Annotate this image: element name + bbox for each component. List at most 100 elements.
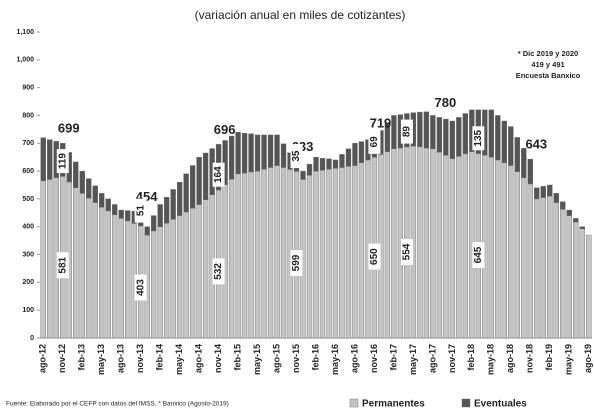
- x-tick-label: ago-18: [505, 344, 515, 373]
- annotation: 719: [370, 115, 392, 130]
- chart-title: (variación anual en miles de cotizantes): [195, 8, 406, 22]
- bar-segment: [254, 134, 261, 172]
- bar-segment: [125, 220, 131, 339]
- x-tick-label: nov-17: [447, 344, 457, 373]
- inner-label: 89: [402, 126, 413, 138]
- label-box: [134, 198, 147, 223]
- annotation: 696: [214, 122, 236, 137]
- x-tick-label: feb-14: [155, 344, 165, 371]
- bar-segment: [144, 226, 150, 236]
- bar-segment: [118, 209, 124, 219]
- bar-segment: [112, 214, 118, 339]
- bar-segment: [280, 167, 287, 339]
- bar-segment: [47, 139, 53, 180]
- bar-segment: [488, 109, 495, 158]
- bar-segment: [423, 111, 430, 149]
- bar-segment: [521, 177, 527, 339]
- x-tick-label: ago-17: [427, 344, 437, 373]
- bar-segment: [573, 218, 579, 223]
- bar-segment: [547, 184, 553, 197]
- x-tick-label: may-16: [330, 344, 340, 375]
- x-tick-label: nov-14: [213, 344, 223, 373]
- inner-label: 581: [57, 256, 68, 273]
- bar-segment: [118, 218, 124, 339]
- x-tick-label: may-15: [252, 344, 262, 375]
- bar-segment: [196, 204, 202, 339]
- annotation: 780: [435, 95, 457, 110]
- bar-segment: [40, 137, 46, 182]
- label-box: [472, 242, 485, 269]
- bar-segment: [527, 158, 533, 185]
- bar-segment: [534, 187, 540, 200]
- bar-segment: [521, 148, 527, 178]
- inner-label: 650: [369, 248, 380, 265]
- bar-segment: [462, 153, 469, 339]
- bar-segment: [508, 165, 514, 339]
- bar-segment: [170, 189, 176, 220]
- bar-segment: [332, 159, 339, 169]
- bar-segment: [443, 155, 449, 339]
- bar-segment: [254, 170, 261, 339]
- bar-segment: [183, 173, 189, 213]
- bar-segment: [560, 201, 566, 210]
- annotation: 643: [525, 137, 547, 152]
- bar-segment: [417, 111, 423, 148]
- bar-segment: [540, 186, 546, 198]
- y-tick-label: 700: [22, 140, 34, 147]
- bar-segment: [189, 165, 196, 209]
- x-tick-label: may-17: [408, 344, 418, 375]
- bar-segment: [430, 115, 436, 150]
- x-tick-label: may-14: [174, 344, 184, 375]
- bar-segment: [352, 165, 358, 339]
- bar-segment: [157, 204, 163, 227]
- bar-segment: [79, 193, 85, 339]
- bar-segment: [73, 187, 79, 339]
- bar-segment: [326, 168, 332, 339]
- bar-segment: [560, 209, 566, 339]
- x-tick-label: may-13: [96, 344, 106, 375]
- bar-segment: [280, 143, 287, 168]
- bar-segment: [163, 222, 170, 339]
- bar-segment: [508, 126, 514, 166]
- bar-segment: [579, 226, 585, 229]
- bar-segment: [332, 168, 339, 339]
- x-tick-label: nov-16: [369, 344, 379, 373]
- bar-segment: [384, 151, 391, 339]
- bar-segment: [163, 197, 170, 224]
- bar-segment: [586, 234, 592, 339]
- bar-segment: [462, 113, 469, 155]
- annotation: 699: [58, 121, 80, 136]
- bar-segment: [313, 170, 319, 339]
- bar-segment: [501, 162, 507, 339]
- bar-segment: [306, 163, 313, 176]
- x-tick-label: nov-13: [135, 344, 145, 373]
- bar-segment: [339, 167, 345, 339]
- inner-label: 554: [402, 243, 413, 260]
- bar-segment: [241, 133, 248, 174]
- bar-segment: [105, 198, 111, 212]
- x-tick-label: may-19: [564, 344, 574, 375]
- bar-segment: [449, 158, 456, 339]
- label-box: [368, 243, 381, 270]
- x-tick-label: ago-15: [271, 344, 281, 373]
- bar-segment: [92, 185, 98, 203]
- bar-segment: [352, 143, 358, 166]
- bar-segment: [358, 162, 365, 339]
- bar-segment: [112, 204, 118, 215]
- inner-label: 403: [135, 279, 146, 296]
- bar-segment: [547, 195, 553, 339]
- x-tick-label: feb-19: [544, 344, 554, 371]
- bar-segment: [345, 166, 352, 339]
- bar-segment: [267, 167, 274, 339]
- legend-label: Permanentes: [362, 399, 425, 410]
- legend-label: Eventuales: [474, 399, 527, 410]
- bar-segment: [573, 221, 579, 339]
- x-tick-label: ago-16: [349, 344, 359, 373]
- x-tick-label: feb-17: [388, 344, 398, 371]
- bar-segment: [456, 117, 462, 157]
- bar-segment: [235, 131, 241, 175]
- y-tick-label: 500: [22, 196, 34, 203]
- bar-segment: [86, 178, 92, 199]
- bar-segment: [73, 161, 79, 188]
